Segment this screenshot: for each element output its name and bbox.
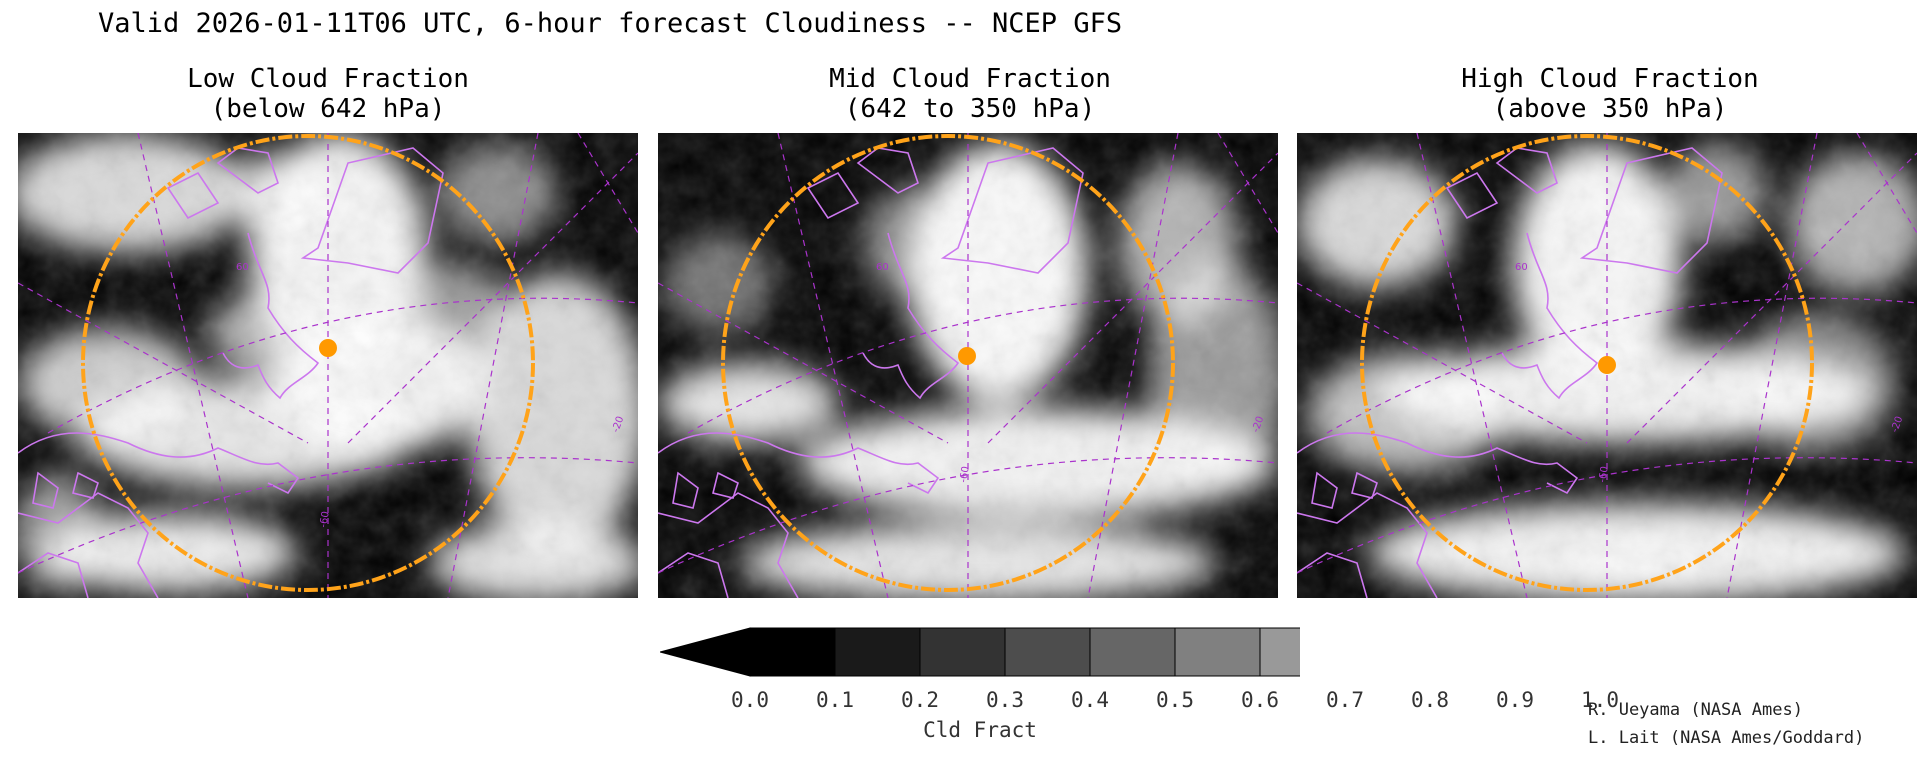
- colorbar-under-arrow: [660, 627, 751, 677]
- colorbar-swatch: [1004, 627, 1091, 677]
- colorbar-tick-label: 0.3: [986, 688, 1024, 712]
- credit-line-2: L. Lait (NASA Ames/Goddard): [1588, 728, 1865, 748]
- colorbar-tick-label: 0.6: [1241, 688, 1279, 712]
- colorbar-tick-label: 0.5: [1156, 688, 1194, 712]
- range-ring: [721, 134, 1175, 592]
- grid-label-lon-east: -20: [1889, 415, 1905, 434]
- location-marker: [1598, 356, 1616, 374]
- coastlines: [18, 147, 444, 598]
- colorbar-swatch: [1259, 627, 1300, 677]
- grid-label-lon: -60: [318, 511, 332, 529]
- lat-lon-grid: [658, 133, 1278, 598]
- grid-label-lon-east: -20: [610, 415, 626, 434]
- colorbar-tick-label: 0.8: [1411, 688, 1449, 712]
- location-marker: [958, 347, 976, 365]
- colorbar-tick-label: 0.2: [901, 688, 939, 712]
- panel-title-high: High Cloud Fraction (above 350 hPa): [1300, 64, 1920, 124]
- grid-label-lat: 60: [236, 262, 249, 273]
- figure-title: Valid 2026-01-11T06 UTC, 6-hour forecast…: [98, 8, 1123, 39]
- credit-line-1: R. Ueyama (NASA Ames): [1588, 700, 1803, 720]
- panel-title-low-line1: Low Cloud Fraction: [187, 64, 469, 94]
- grid-label-lon: -60: [1597, 466, 1611, 484]
- map-panel-low: 60 -60 -20: [18, 133, 638, 598]
- colorbar-swatch: [919, 627, 1006, 677]
- colorbar: [660, 627, 1300, 677]
- lat-lon-grid: [1297, 133, 1917, 598]
- map-low-cloud: 60 -60 -20: [18, 133, 638, 598]
- lat-lon-grid: [18, 133, 638, 598]
- colorbar-swatch: [1089, 627, 1176, 677]
- colorbar-tick-label: 0.7: [1326, 688, 1364, 712]
- colorbar-swatch: [749, 627, 836, 677]
- grid-label-lat: 60: [1515, 262, 1528, 273]
- map-panel-high: 60 -60 -20: [1297, 133, 1917, 598]
- map-panel-mid: 60 -60 -20: [658, 133, 1278, 598]
- colorbar-tick-label: 0.9: [1496, 688, 1534, 712]
- panel-title-mid-line1: Mid Cloud Fraction: [829, 64, 1111, 94]
- colorbar-label: Cld Fract: [923, 718, 1037, 742]
- colorbar-swatch: [1174, 627, 1261, 677]
- colorbar-tick-label: 0.4: [1071, 688, 1109, 712]
- location-marker: [319, 339, 337, 357]
- panel-title-mid: Mid Cloud Fraction (642 to 350 hPa): [660, 64, 1280, 124]
- grid-label-lon: -60: [958, 466, 972, 484]
- colorbar-tick-label: 0.0: [731, 688, 769, 712]
- colorbar-tick-label: 1.0: [1581, 688, 1619, 712]
- map-mid-cloud: 60 -60 -20: [658, 133, 1278, 598]
- map-high-cloud: 60 -60 -20: [1297, 133, 1917, 598]
- panel-title-low: Low Cloud Fraction (below 642 hPa): [18, 64, 638, 124]
- panel-title-mid-line2: (642 to 350 hPa): [844, 94, 1096, 124]
- panel-title-high-line1: High Cloud Fraction: [1461, 64, 1759, 94]
- colorbar-swatch: [834, 627, 921, 677]
- panel-title-low-line2: (below 642 hPa): [210, 94, 446, 124]
- coastlines: [658, 147, 1084, 598]
- grid-label-lat: 60: [876, 262, 889, 273]
- panel-title-high-line2: (above 350 hPa): [1492, 94, 1728, 124]
- grid-label-lon-east: -20: [1250, 415, 1266, 434]
- range-ring: [81, 134, 535, 592]
- colorbar-tick-label: 0.1: [816, 688, 854, 712]
- range-ring: [1360, 134, 1814, 592]
